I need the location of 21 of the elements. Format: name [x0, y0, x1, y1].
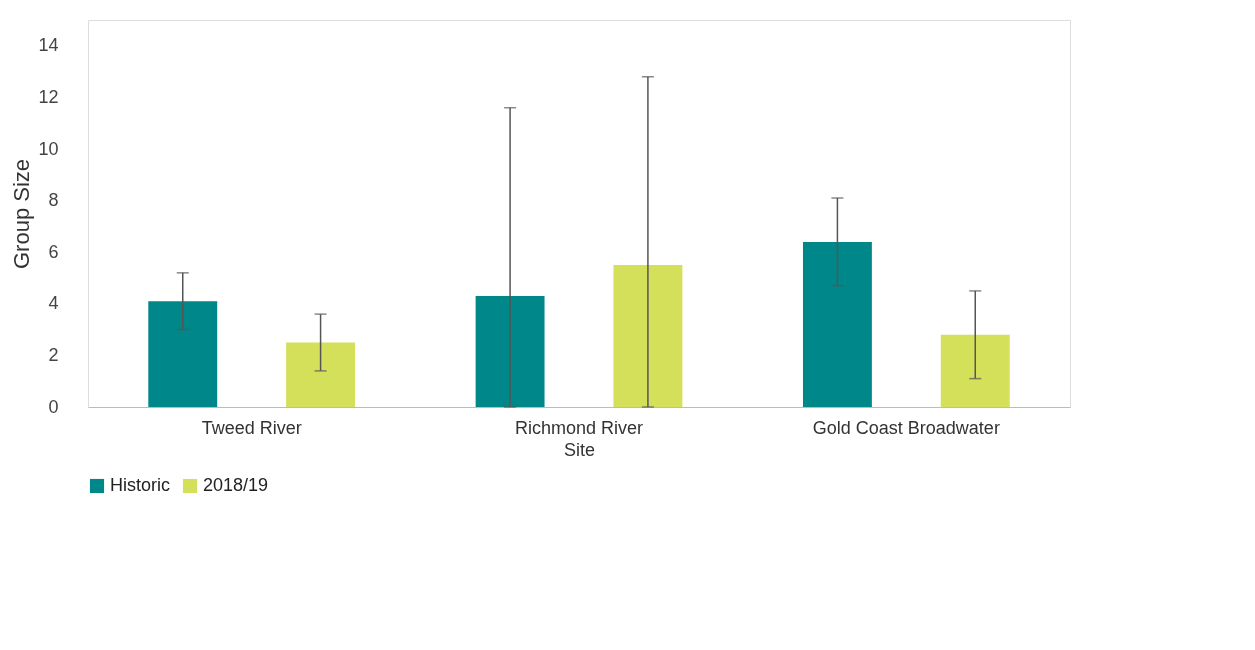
x-tick-label: Richmond River [514, 417, 644, 438]
y-tick-label: 14 [38, 35, 59, 56]
y-tick-label: 12 [38, 86, 59, 107]
x-tick-label: Tweed River [201, 417, 302, 438]
y-tick-label: 2 [48, 344, 59, 365]
y-tick-label: 8 [48, 190, 59, 211]
bar [940, 334, 1010, 407]
y-tick-label: 0 [48, 396, 59, 417]
x-axis-title: Site [563, 439, 596, 460]
y-tick-label: 6 [48, 241, 59, 262]
bar [148, 301, 218, 407]
legend-label: 2018/19 [203, 475, 269, 495]
y-axis-title: Group Size [9, 158, 35, 270]
bar [802, 241, 872, 407]
bar [613, 265, 683, 407]
bar [475, 296, 545, 407]
x-tick-label: Gold Coast Broadwater [812, 417, 1000, 438]
y-tick-label: 10 [38, 138, 59, 159]
y-tick-label: 4 [48, 293, 59, 314]
bar [286, 342, 356, 407]
legend-label: Historic [110, 475, 171, 495]
